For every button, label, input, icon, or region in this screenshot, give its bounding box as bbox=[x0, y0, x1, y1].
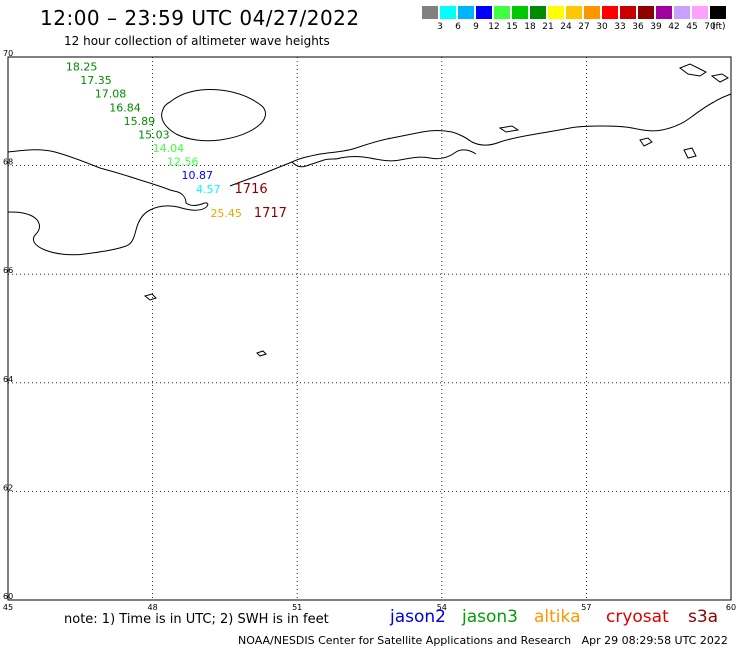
colorbar-swatch bbox=[602, 6, 618, 19]
colorbar-label: 39 bbox=[650, 22, 662, 32]
satellite-jason3: jason3 bbox=[462, 607, 518, 627]
satellite-cryosat: cryosat bbox=[606, 607, 669, 627]
longitude-label: 45 bbox=[3, 603, 13, 612]
credit-text: NOAA/NESDIS Center for Satellite Applica… bbox=[238, 634, 572, 647]
colorbar-label: 30 bbox=[596, 22, 608, 32]
coast-west bbox=[7, 149, 209, 256]
colorbar-swatch bbox=[656, 6, 672, 19]
colorbar-swatch bbox=[638, 6, 654, 19]
longitude-label: 51 bbox=[292, 603, 302, 612]
wave-height-label: 4.57 bbox=[196, 183, 221, 196]
longitude-label: 60 bbox=[726, 603, 736, 612]
satellite-s3a: s3a bbox=[688, 607, 719, 627]
colorbar-swatch bbox=[494, 6, 510, 19]
island-3 bbox=[678, 63, 707, 77]
colorbar-swatch bbox=[692, 6, 708, 19]
colorbar-swatch bbox=[674, 6, 690, 19]
colorbar-swatch bbox=[620, 6, 636, 19]
colorbar-swatch bbox=[584, 6, 600, 19]
satellite-jason2: jason2 bbox=[390, 607, 446, 627]
colorbar-label: 36 bbox=[632, 22, 644, 32]
wave-height-label: 10.87 bbox=[182, 169, 214, 182]
island-2 bbox=[256, 350, 267, 357]
coastline bbox=[7, 63, 732, 357]
wave-height-label: 17.35 bbox=[80, 74, 112, 87]
colorbar-swatch bbox=[458, 6, 474, 19]
colorbar-swatch bbox=[512, 6, 528, 19]
colorbar-label: 70 bbox=[704, 22, 716, 32]
coast-east bbox=[229, 93, 732, 187]
wave-height-label: 25.45 bbox=[210, 207, 242, 220]
colorbar-label: 21 bbox=[542, 22, 554, 32]
colorbar-swatch bbox=[548, 6, 564, 19]
colorbar-swatch bbox=[422, 6, 438, 19]
latitude-label: 70 bbox=[3, 49, 13, 58]
latitude-label: 68 bbox=[3, 158, 13, 167]
colorbar-label: 15 bbox=[506, 22, 518, 32]
wave-height-label: 16.84 bbox=[109, 101, 141, 114]
colorbar-label: 9 bbox=[473, 22, 479, 32]
map-title: 12:00 – 23:59 UTC 04/27/2022 bbox=[40, 6, 360, 30]
kolguyev-island bbox=[161, 89, 266, 142]
wave-height-label: 12.56 bbox=[167, 156, 199, 169]
island-7 bbox=[683, 147, 697, 159]
map-frame bbox=[7, 56, 732, 601]
colorbar-swatch bbox=[566, 6, 582, 19]
island-5 bbox=[498, 125, 520, 133]
satellite-altika: altika bbox=[534, 607, 581, 627]
coast-mainland-south bbox=[291, 149, 477, 168]
wave-height-label: 15.89 bbox=[124, 115, 155, 128]
colorbar-label: 3 bbox=[437, 22, 443, 32]
pass-time-label: 1716 bbox=[235, 182, 268, 197]
colorbar-label: 45 bbox=[686, 22, 698, 32]
latitude-label: 60 bbox=[3, 592, 13, 601]
wave-height-label: 18.25 bbox=[66, 61, 98, 74]
colorbar-label: 6 bbox=[455, 22, 461, 32]
colorbar-swatch bbox=[530, 6, 546, 19]
footer-credit: NOAA/NESDIS Center for Satellite Applica… bbox=[238, 634, 728, 647]
wave-height-label: 14.04 bbox=[153, 142, 185, 155]
wave-height-label: 15.03 bbox=[138, 128, 170, 141]
colorbar-unit: (ft) bbox=[712, 22, 726, 32]
colorbar-label: 27 bbox=[578, 22, 590, 32]
island-4 bbox=[710, 73, 729, 83]
colorbar-label: 33 bbox=[614, 22, 626, 32]
colorbar-label: 42 bbox=[668, 22, 680, 32]
map-subtitle: 12 hour collection of altimeter wave hei… bbox=[64, 34, 330, 48]
colorbar-swatch bbox=[440, 6, 456, 19]
longitude-label: 48 bbox=[148, 603, 158, 612]
longitude-label: 54 bbox=[437, 603, 447, 612]
longitude-label: 57 bbox=[581, 603, 591, 612]
footer-note: note: 1) Time is in UTC; 2) SWH is in fe… bbox=[64, 612, 329, 627]
graticule: 45 48 51 54 57 60 70 68 66 64 62 60 bbox=[3, 49, 736, 612]
colorbar-swatch bbox=[476, 6, 492, 19]
wave-height-label: 17.08 bbox=[95, 88, 127, 101]
colorbar-label: 12 bbox=[488, 22, 500, 32]
wave-height-readings: 18.2517.3517.0816.8415.8915.0314.0412.56… bbox=[66, 61, 287, 222]
colorbar-label: 24 bbox=[560, 22, 572, 32]
island-6 bbox=[639, 137, 653, 147]
latitude-label: 62 bbox=[3, 483, 13, 492]
latitude-label: 64 bbox=[3, 375, 13, 384]
generated-timestamp: Apr 29 08:29:58 UTC 2022 bbox=[581, 634, 728, 647]
island-1 bbox=[143, 293, 157, 301]
latitude-label: 66 bbox=[3, 266, 13, 275]
colorbar-swatch bbox=[710, 6, 726, 19]
pass-time-label: 1717 bbox=[254, 206, 287, 221]
colorbar-label: 18 bbox=[524, 22, 536, 32]
